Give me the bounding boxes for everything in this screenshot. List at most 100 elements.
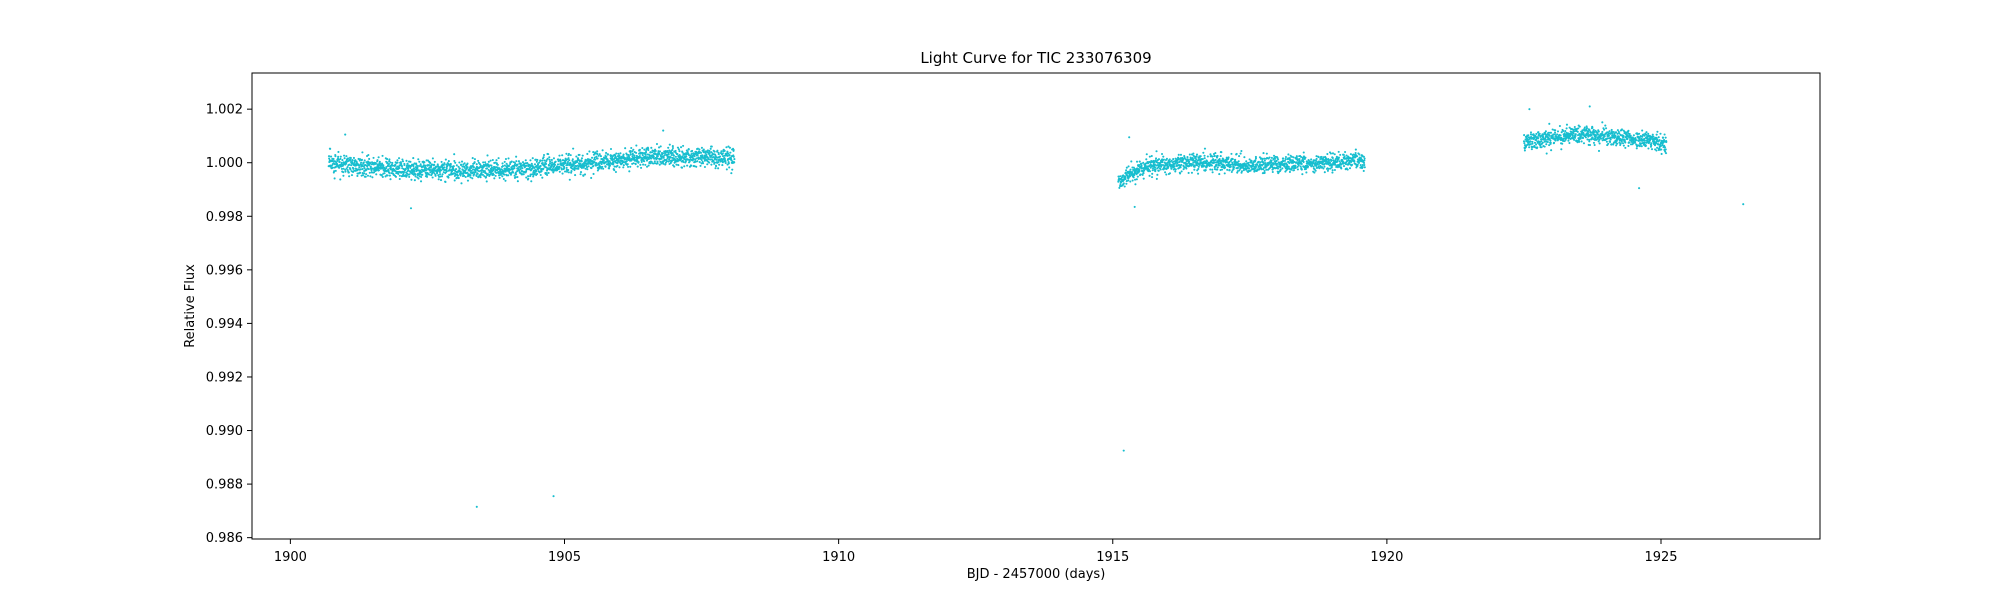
data-point	[486, 154, 489, 157]
data-point	[1185, 167, 1188, 170]
data-point	[1193, 165, 1196, 168]
data-point	[1146, 165, 1149, 168]
data-point	[1359, 164, 1362, 167]
data-point	[636, 165, 639, 168]
data-point	[1144, 164, 1147, 167]
data-point	[717, 161, 720, 164]
data-point	[1211, 171, 1214, 174]
data-point	[1287, 153, 1290, 156]
data-point	[1148, 170, 1152, 173]
data-point	[437, 174, 440, 177]
data-point	[638, 154, 641, 158]
data-point	[622, 153, 625, 156]
data-point	[721, 164, 724, 167]
data-point	[1270, 159, 1273, 162]
data-point	[445, 167, 448, 170]
data-point	[1344, 150, 1347, 154]
data-point	[587, 165, 590, 168]
data-point	[440, 175, 444, 178]
data-point	[1558, 125, 1561, 128]
data-point	[1173, 165, 1176, 168]
data-point	[1656, 146, 1659, 149]
data-point	[342, 167, 345, 170]
data-point	[1214, 158, 1217, 162]
data-point	[407, 169, 410, 172]
data-point	[401, 158, 404, 161]
data-point	[333, 177, 336, 180]
data-point	[1254, 167, 1257, 170]
data-point	[1302, 151, 1305, 154]
data-point	[631, 150, 634, 153]
data-point	[398, 157, 401, 160]
data-point	[1574, 134, 1577, 137]
data-point	[565, 152, 568, 155]
data-point	[1641, 135, 1644, 138]
data-point	[678, 150, 681, 153]
data-point	[1320, 155, 1323, 158]
data-point	[1591, 126, 1594, 129]
data-point	[724, 160, 727, 163]
data-point	[699, 151, 703, 154]
data-point	[724, 162, 727, 165]
data-point	[1616, 142, 1619, 145]
data-point	[694, 160, 697, 163]
data-point	[480, 171, 483, 174]
data-point	[1553, 141, 1556, 144]
data-point	[417, 177, 420, 180]
data-point	[592, 164, 595, 168]
data-point	[1565, 127, 1568, 130]
data-point	[1134, 183, 1137, 186]
data-point	[1314, 169, 1317, 172]
data-point	[647, 164, 650, 167]
data-point	[368, 157, 371, 161]
data-point	[1177, 157, 1180, 160]
data-point	[1218, 158, 1221, 161]
data-point	[658, 146, 661, 149]
data-point	[466, 171, 469, 174]
data-point	[439, 179, 443, 182]
data-point	[520, 165, 523, 168]
data-point	[1573, 125, 1576, 129]
data-point	[1262, 161, 1265, 164]
data-point	[1264, 163, 1267, 166]
data-point	[342, 174, 345, 177]
data-point	[1217, 162, 1220, 165]
data-point	[1608, 130, 1611, 133]
data-point	[501, 175, 504, 178]
data-point	[1315, 157, 1318, 161]
data-point	[408, 173, 411, 176]
data-point	[587, 158, 590, 161]
data-point	[359, 171, 362, 174]
data-point	[628, 170, 631, 173]
data-point	[1305, 171, 1308, 174]
data-point	[459, 174, 462, 177]
data-point	[612, 162, 615, 165]
data-point	[710, 151, 713, 154]
data-point	[560, 168, 563, 171]
data-point	[706, 163, 709, 166]
data-point	[337, 155, 340, 158]
data-point	[682, 160, 685, 164]
data-point	[618, 154, 621, 157]
data-point	[554, 160, 557, 163]
data-point	[526, 162, 529, 165]
data-point	[1556, 130, 1560, 133]
data-point	[349, 159, 352, 162]
data-point	[548, 158, 551, 161]
data-point	[463, 166, 466, 169]
data-point	[1237, 160, 1240, 163]
data-point	[566, 162, 569, 165]
data-point	[380, 173, 383, 177]
data-point	[1220, 151, 1223, 154]
data-point	[1287, 165, 1290, 168]
data-point	[1263, 169, 1266, 173]
data-point	[513, 167, 516, 170]
data-point	[496, 163, 499, 166]
data-point	[609, 147, 613, 151]
data-point	[1535, 132, 1538, 135]
data-point	[1247, 161, 1250, 164]
data-point	[410, 178, 413, 181]
data-point	[1562, 129, 1565, 133]
data-point	[713, 150, 716, 153]
data-point	[1288, 156, 1291, 160]
